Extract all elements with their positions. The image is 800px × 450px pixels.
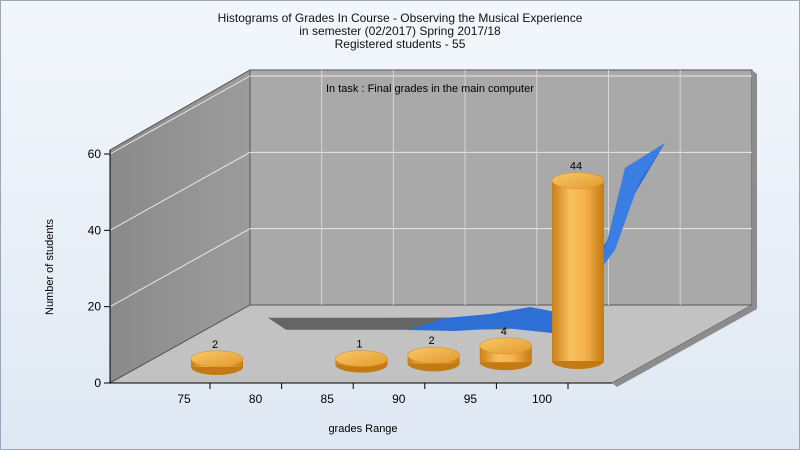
grid-line-left-3 bbox=[109, 75, 251, 155]
x-tick-label-1: 80 bbox=[249, 392, 263, 406]
bar-data-label: 2 bbox=[212, 339, 218, 351]
background-series bbox=[268, 143, 665, 333]
right-edge bbox=[612, 305, 757, 387]
x-tick-label-0: 75 bbox=[177, 392, 191, 406]
chart-title-line-2: in semester (02/2017) Spring 2017/18 bbox=[299, 24, 501, 38]
grid-line-left-2 bbox=[109, 151, 251, 231]
bar-body bbox=[552, 180, 604, 361]
bar-data-label: 1 bbox=[356, 339, 362, 351]
x-axis-title: grades Range bbox=[328, 423, 397, 435]
y-axis-ticks: 0 20 40 60 bbox=[88, 147, 111, 390]
bar-1-1: 1 bbox=[335, 339, 388, 373]
bar-data-label: 4 bbox=[501, 326, 507, 338]
x-tick-label-2: 85 bbox=[321, 392, 335, 406]
series-ribbon-1-face bbox=[600, 143, 665, 270]
y-tick-label-3: 60 bbox=[88, 147, 102, 161]
chart-annotation: In task : Final grades in the main compu… bbox=[326, 83, 534, 95]
y-axis-title: Number of students bbox=[44, 219, 56, 315]
bar-data-label: 2 bbox=[429, 335, 435, 347]
chart-title-line-1: Histograms of Grades In Course - Observi… bbox=[217, 11, 583, 25]
bar-cap bbox=[407, 346, 460, 364]
y-tick-label-0: 0 bbox=[94, 376, 101, 390]
y-tick-label-2: 40 bbox=[88, 223, 102, 237]
x-tick-label-5: 100 bbox=[532, 392, 552, 406]
bar-cap bbox=[190, 350, 244, 368]
x-tick-label-4: 95 bbox=[464, 392, 478, 406]
back-wall bbox=[249, 69, 753, 306]
bar-data-label: 44 bbox=[570, 161, 582, 173]
right-wall-edge bbox=[752, 70, 757, 309]
chart-title-line-3: Registered students - 55 bbox=[334, 37, 466, 51]
grid-line-left-1 bbox=[109, 228, 251, 308]
bar-4-3: 4 bbox=[479, 326, 533, 371]
x-axis-ticks: 75 80 85 90 95 100 bbox=[110, 382, 612, 406]
bar-2-0: 2 bbox=[190, 339, 244, 375]
bar-2-2: 2 bbox=[407, 335, 460, 372]
bar-cap bbox=[551, 172, 605, 189]
bar-cap bbox=[479, 337, 533, 355]
bar-44-4: 44 bbox=[551, 161, 605, 369]
bar-cap bbox=[335, 350, 388, 367]
x-tick-label-3: 90 bbox=[392, 392, 406, 406]
grid-lines bbox=[109, 70, 752, 308]
y-tick-label-1: 20 bbox=[88, 300, 102, 314]
